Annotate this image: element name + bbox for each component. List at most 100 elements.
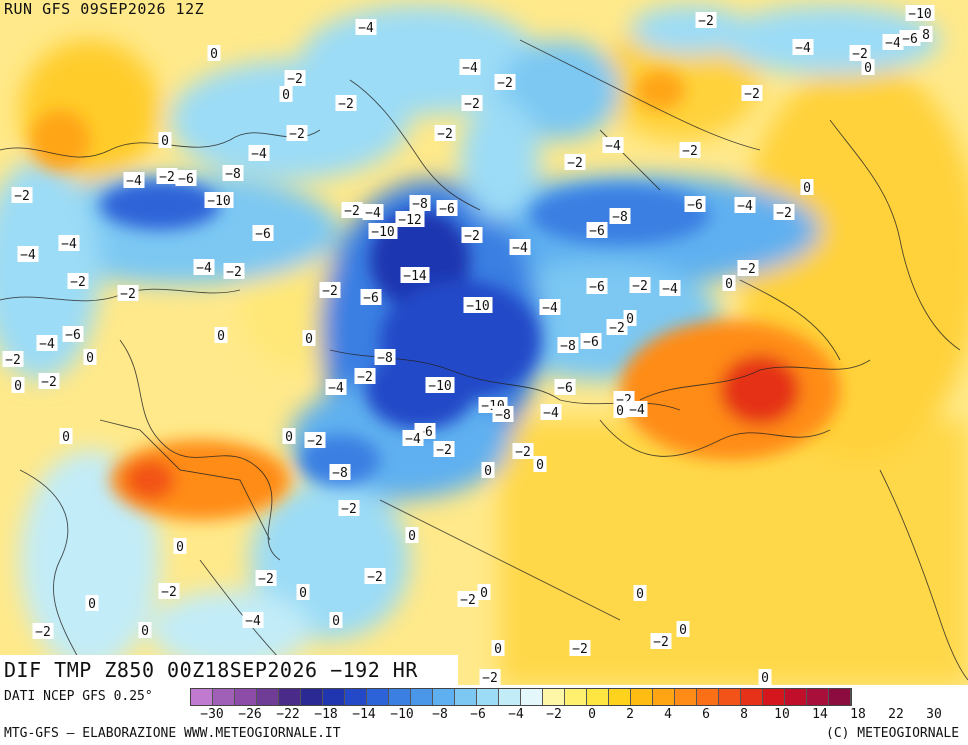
contour-label-box	[477, 584, 491, 600]
contour-label-box	[540, 404, 562, 420]
contour-label: −2	[433, 441, 455, 458]
contour-label-box	[204, 192, 234, 208]
contour-label: −2	[695, 12, 717, 29]
contour-label-text: −2	[460, 593, 476, 608]
contour-label-text: −4	[795, 41, 811, 56]
contour-label-text: 0	[282, 88, 290, 103]
contour-label-box	[214, 327, 228, 343]
contour-label-box	[586, 222, 608, 238]
contour-label: −12	[395, 211, 425, 228]
contour-label: −2	[32, 623, 54, 640]
contour-label-text: −6	[363, 291, 379, 306]
contour-label-text: −6	[583, 335, 599, 350]
contour-label: −4	[459, 59, 481, 76]
contour-label: −4	[539, 299, 561, 316]
contour-label: −6	[252, 225, 274, 242]
temperature-anomaly-map: −4 −2 −100 −4 −2−4 −6 8−4−20−20−2 −2−2−2 −20 −4 −2…	[0, 0, 968, 685]
contour-label: 0	[722, 275, 736, 292]
contour-label: −8	[492, 406, 514, 423]
contour-label-box	[491, 640, 505, 656]
contour-label: −2	[255, 570, 277, 587]
contour-label-text: −10	[428, 379, 451, 394]
contour-label-box	[255, 570, 277, 586]
border-lines	[0, 39, 968, 681]
contour-label-box	[329, 612, 343, 628]
contour-label-box	[861, 59, 875, 75]
color-swatch	[829, 689, 851, 705]
contour-label-box	[512, 443, 534, 459]
contour-label: 0	[214, 327, 228, 344]
contour-label: −8	[409, 195, 431, 212]
contour-label-text: −4	[39, 337, 55, 352]
contour-label: 0	[173, 538, 187, 555]
contour-label-text: −2	[436, 443, 452, 458]
contour-label: −2	[335, 95, 357, 112]
contour-label-text: −4	[542, 301, 558, 316]
contour-label: −2	[679, 142, 701, 159]
contour-label: −2	[494, 74, 516, 91]
color-scale-tick: 18	[850, 707, 866, 722]
contour-label-box	[679, 142, 701, 158]
color-scale-tick: −22	[276, 707, 300, 722]
contour-label-text: −2	[653, 635, 669, 650]
contour-label: −2	[457, 591, 479, 608]
contour-label-text: −6	[589, 224, 605, 239]
contour-label: −4	[362, 204, 384, 221]
contour-label-box	[626, 401, 648, 417]
contour-label-box	[492, 406, 514, 422]
contour-label-text: −8	[377, 351, 393, 366]
contour-label-text: −4	[405, 432, 421, 447]
contour-label-box	[62, 326, 84, 342]
contour-label: 0	[491, 640, 505, 657]
color-scale-tick: −18	[314, 707, 338, 722]
contour-label: 8	[919, 26, 933, 43]
contour-label-text: 0	[86, 351, 94, 366]
contour-label-box	[606, 319, 628, 335]
contour-label-text: −2	[464, 229, 480, 244]
contour-label: −2	[338, 500, 360, 517]
contour-label: −2	[341, 202, 363, 219]
color-scale-tick: 8	[740, 707, 748, 722]
contour-label-box	[684, 196, 706, 212]
contour-label-text: −2	[567, 156, 583, 171]
producer-text: MTG-GFS — ELABORAZIONE WWW.METEOGIORNALE…	[4, 726, 341, 741]
contour-label: −8	[557, 337, 579, 354]
contour-label-text: 0	[88, 597, 96, 612]
contour-label-text: −2	[338, 97, 354, 112]
contour-label: 0	[861, 59, 875, 76]
contour-label-box	[405, 527, 419, 543]
contour-label: −2	[479, 669, 501, 685]
color-swatch	[411, 689, 433, 705]
contour-label: 0	[481, 462, 495, 479]
contour-label: −2	[223, 263, 245, 280]
contour-label-box	[629, 277, 651, 293]
contour-label: −2	[564, 154, 586, 171]
color-swatch	[521, 689, 543, 705]
contour-label-text: −6	[589, 280, 605, 295]
color-scale-tick: 22	[888, 707, 904, 722]
contour-label-text: −6	[178, 172, 194, 187]
contour-label: −2	[304, 432, 326, 449]
contour-label: −6	[684, 196, 706, 213]
contour-label-text: −4	[605, 139, 621, 154]
contour-label-text: −10	[207, 194, 230, 209]
color-swatch	[653, 689, 675, 705]
contour-label-box	[737, 260, 759, 276]
contour-label-text: −12	[398, 213, 421, 228]
contour-label-box	[461, 227, 483, 243]
contour-label-text: −2	[120, 287, 136, 302]
contour-label-text: −8	[495, 408, 511, 423]
contour-label-box	[279, 86, 293, 102]
contour-label-text: −4	[462, 61, 478, 76]
color-swatch	[279, 689, 301, 705]
color-swatch	[477, 689, 499, 705]
contour-label: −4	[248, 145, 270, 162]
contour-label-text: 0	[626, 312, 634, 327]
contour-label-box	[138, 622, 152, 638]
contour-label: −4	[659, 280, 681, 297]
contour-label: 0	[302, 330, 316, 347]
color-swatch	[719, 689, 741, 705]
contour-label-box	[59, 428, 73, 444]
contour-label-box	[362, 204, 384, 220]
